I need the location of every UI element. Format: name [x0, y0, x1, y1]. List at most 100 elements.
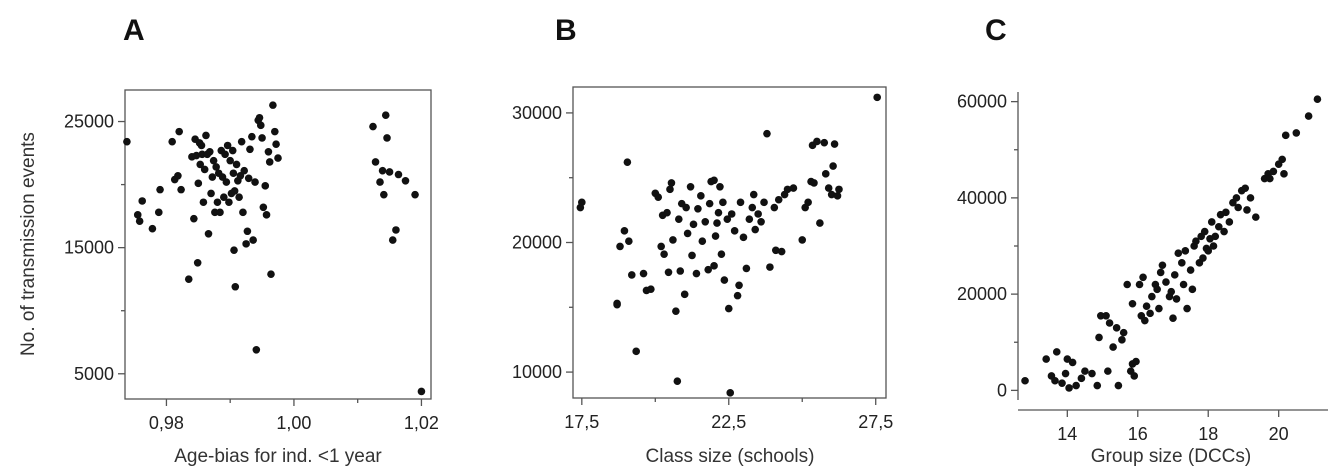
- panel-c-plot: 14 16 18 20 0 20000 40000 60000 Group size (DCC…: [957, 92, 1328, 467]
- panel-a-data-point: [380, 190, 388, 199]
- panel-a-data-point: [123, 137, 131, 146]
- panel-b-data-point: [697, 192, 705, 200]
- panel-c-x-tick-label: 18: [1198, 424, 1218, 444]
- panel-c-data-point: [1095, 333, 1103, 342]
- panel-a-y-tick-label: 15000: [64, 238, 114, 258]
- panel-a-data-point: [381, 111, 390, 120]
- panel-c-data-point: [1313, 95, 1322, 104]
- panel-c-x-tick-label: 14: [1057, 424, 1077, 444]
- panel-b-data-point: [771, 246, 780, 255]
- panel-b-data-point: [798, 236, 807, 244]
- panel-a-data-point: [264, 148, 273, 156]
- panel-c-data-point: [1232, 194, 1241, 202]
- panel-b-data-point: [724, 304, 733, 313]
- panel-c-data-point: [1188, 285, 1197, 294]
- panel-c-data-point: [1269, 167, 1278, 176]
- panel-c-data-point: [1119, 328, 1128, 337]
- panel-a-y-axis-label: No. of transmission events: [18, 132, 39, 356]
- panel-a-data-point: [175, 127, 183, 136]
- panel-a-data-point: [168, 137, 176, 146]
- panel-b-data-point: [763, 129, 771, 138]
- panel-c-data-point: [1105, 319, 1114, 327]
- panel-c-data-point: [1251, 213, 1260, 221]
- panel-b-data-point: [625, 237, 633, 246]
- panel-b-data-point: [742, 264, 751, 273]
- panel-b-data-point: [680, 290, 689, 299]
- panel-b-data-point: [760, 198, 768, 207]
- panel-c-data-point: [1096, 311, 1105, 320]
- panel-a-data-point: [274, 154, 282, 162]
- panel-c-data-point: [1114, 381, 1123, 390]
- panel-b-data-point: [660, 250, 668, 258]
- panel-b-data-point: [827, 190, 836, 199]
- panel-a-data-point: [267, 270, 275, 278]
- panel-c-data-point: [1093, 381, 1102, 390]
- panel-a-data-point: [392, 226, 400, 234]
- panel-c-data-point: [1102, 311, 1110, 320]
- panel-b-data-point: [748, 203, 757, 212]
- panel-a-data-point: [196, 160, 205, 169]
- panel-a-ticks: 0,98 1,00 1,02 5000 15000 25000: [64, 112, 439, 433]
- panel-c-data-point: [1088, 369, 1096, 378]
- panel-b-data-point: [830, 140, 839, 148]
- panel-c-x-axis-label: Group size (DCCs): [1091, 446, 1251, 467]
- panel-a-data-point: [235, 193, 243, 202]
- panel-a-data-point: [133, 211, 142, 219]
- panel-a-data-point: [388, 236, 397, 244]
- panel-c-data-point: [1139, 273, 1147, 282]
- panel-b-data-point: [774, 195, 783, 204]
- panel-a-data-point: [244, 174, 253, 183]
- panel-c-data-point: [1200, 227, 1209, 236]
- panel-a-data-point: [204, 229, 213, 238]
- panel-a-data-point: [135, 217, 144, 225]
- panel-c-data-point: [1112, 324, 1121, 332]
- panel-b-data-point: [689, 220, 698, 229]
- panel-c-data-point: [1132, 357, 1140, 366]
- panel-b-data-point: [714, 208, 723, 217]
- panel-b-data-point: [682, 203, 690, 212]
- panel-a-data-point: [202, 131, 210, 140]
- panel-a-data-point: [261, 182, 270, 190]
- panel-a-data-point: [248, 132, 256, 141]
- panel-a-data-point: [228, 146, 237, 155]
- panel-a-data-point: [394, 170, 403, 179]
- panel-c-data-point: [1052, 348, 1061, 356]
- panel-a-data-point: [200, 165, 209, 174]
- panel-c-data-point: [1280, 170, 1288, 178]
- panel-b-x-tick-label: 22,5: [711, 412, 746, 432]
- panel-c-data-point: [1135, 280, 1144, 289]
- panel-a-data-point: [213, 198, 222, 207]
- panel-c-data-point: [1304, 112, 1313, 120]
- panel-b-data-point: [673, 377, 682, 385]
- panel-a-y-tick-label: 5000: [74, 364, 114, 384]
- panel-b-data-point: [639, 269, 648, 278]
- panel-a-data-point: [371, 158, 380, 166]
- panel-b-data-point: [710, 176, 718, 185]
- panel-c-data-point: [1192, 237, 1200, 245]
- panel-b-data-point: [739, 233, 748, 242]
- panel-c-axes: [1017, 92, 1328, 411]
- panel-c-data-point: [1167, 287, 1176, 296]
- panel-a-data-point: [138, 197, 147, 205]
- panel-c-data-point: [1243, 206, 1251, 214]
- panel-b-data-point: [754, 210, 762, 218]
- panel-c-y-tick-label: 0: [997, 380, 1007, 400]
- panel-a-data-point: [243, 227, 252, 236]
- panel-a-x-axis-label: Age-bias for ind. <1 year: [174, 446, 382, 467]
- panel-c-data-point: [1183, 304, 1191, 313]
- panel-b-data-point: [704, 265, 712, 274]
- panel-b-data-point: [751, 225, 760, 234]
- panel-b-data-point: [804, 198, 812, 207]
- panel-a-data-point: [265, 158, 274, 166]
- panel-a-data-point: [417, 387, 426, 396]
- panel-c-data-point: [1170, 271, 1179, 279]
- panel-b-data-point: [727, 210, 736, 218]
- panel-c-data-point: [1209, 242, 1218, 250]
- panel-a-data-point: [401, 177, 410, 185]
- panel-a-data-point: [252, 346, 261, 354]
- panel-c-data-point: [1179, 280, 1188, 289]
- panel-a-data-point: [192, 151, 201, 160]
- panel-b-data-point: [705, 199, 714, 208]
- panel-a-data-point: [262, 211, 271, 219]
